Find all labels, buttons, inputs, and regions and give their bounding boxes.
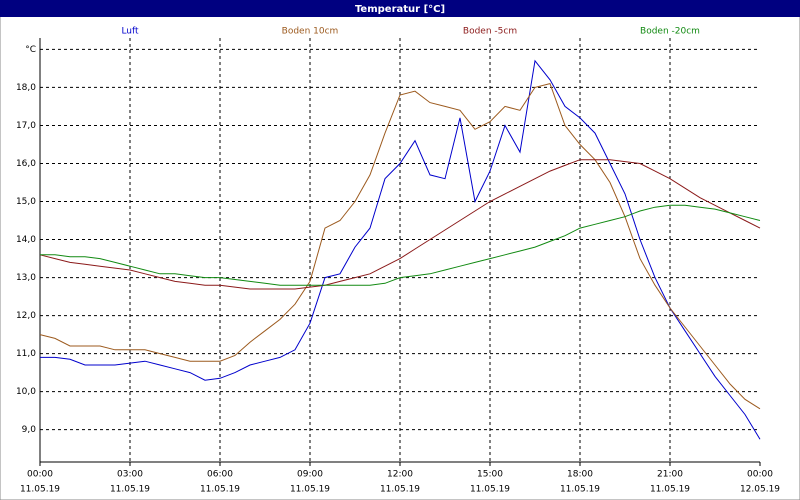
x-tick-label: 18:00 [567,470,593,480]
chart-title: Temperatur [°C] [355,4,445,15]
x-tick-label: 03:00 [117,470,143,480]
x-tick-date: 11.05.19 [650,485,690,495]
y-tick-label: 13,0 [16,273,36,283]
series-line [39,83,761,410]
x-tick-label: 00:00 [27,470,53,480]
x-tick-label: 00:00 [747,470,773,480]
y-tick-label: 14,0 [16,235,36,245]
series-line [39,159,761,290]
x-tick-date: 11.05.19 [380,485,420,495]
x-tick-date: 11.05.19 [110,485,150,495]
y-tick-label: 11,0 [16,349,36,359]
legend-entry: Luft [121,27,139,37]
y-tick-label: 10,0 [16,387,36,397]
y-tick-label: 12,0 [16,311,36,321]
y-tick-label: 15,0 [16,197,36,207]
y-tick-label: 16,0 [16,159,36,169]
legend-entry: Boden -20cm [640,27,700,37]
x-tick-date: 11.05.19 [20,485,60,495]
x-tick-label: 21:00 [657,470,683,480]
y-tick-label: 17,0 [16,121,36,131]
x-tick-date: 11.05.19 [560,485,600,495]
y-tick-label: 9,0 [22,425,37,435]
y-tick-label: °C [25,45,36,55]
series-line [40,204,761,286]
x-tick-date: 11.05.19 [200,485,240,495]
x-tick-label: 06:00 [207,470,233,480]
x-tick-date: 11.05.19 [470,485,510,495]
title-bar [0,0,800,17]
x-tick-date: 11.05.19 [290,485,330,495]
x-tick-date: 12.05.19 [740,485,780,495]
x-tick-label: 09:00 [297,470,323,480]
x-tick-label: 12:00 [387,470,413,480]
legend-entry: Boden 10cm [282,27,339,37]
x-tick-label: 15:00 [477,470,503,480]
legend-entry: Boden -5cm [463,27,517,37]
y-tick-label: 18,0 [16,83,36,93]
series-line [40,59,761,440]
